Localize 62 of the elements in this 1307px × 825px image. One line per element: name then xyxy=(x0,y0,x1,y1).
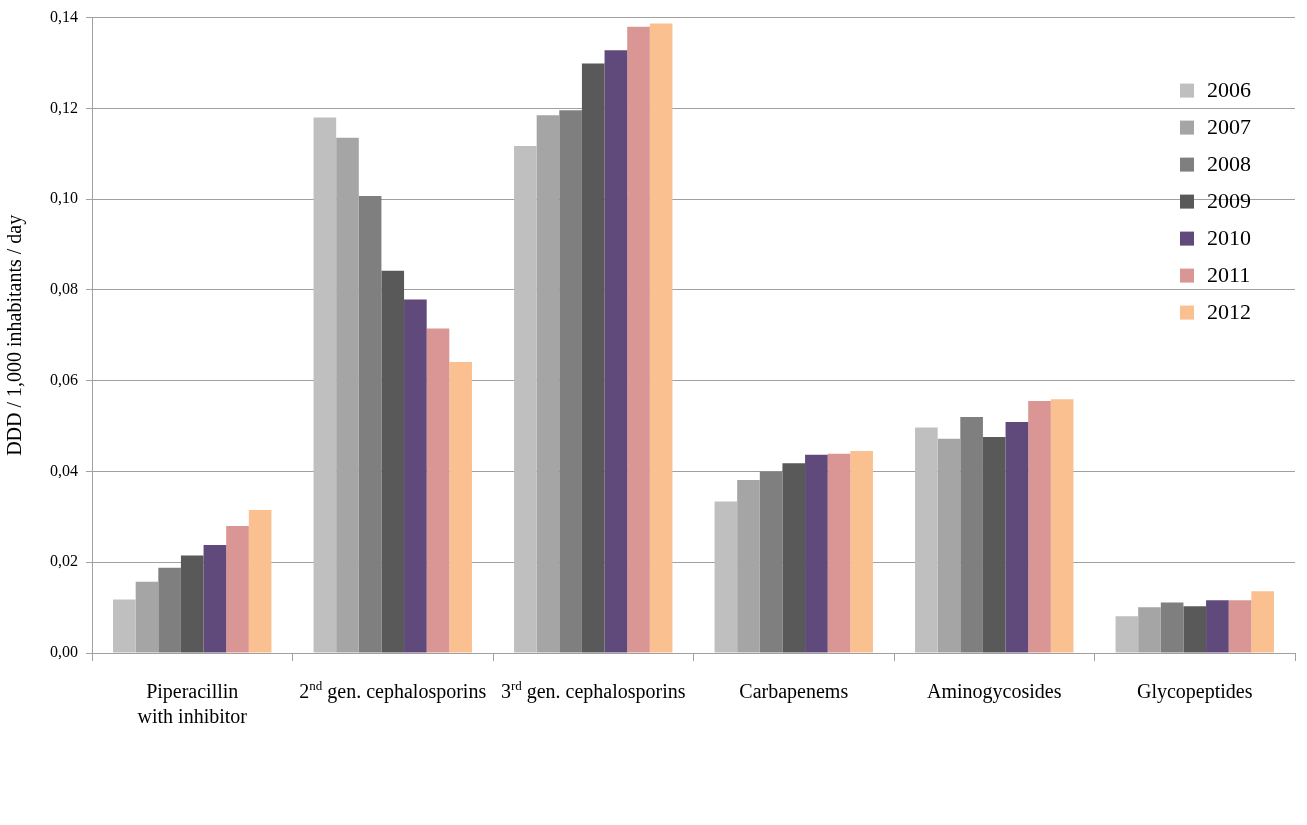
bar xyxy=(135,581,159,653)
bar xyxy=(1028,401,1051,653)
bar xyxy=(158,567,181,653)
bar xyxy=(915,427,938,653)
legend-label: 2011 xyxy=(1207,262,1251,288)
bar xyxy=(782,463,806,653)
legend-label: 2010 xyxy=(1207,225,1251,251)
x-tick-label: Aminogycosides xyxy=(927,680,1062,703)
bar xyxy=(358,195,382,653)
bar xyxy=(604,50,628,653)
bar xyxy=(514,146,537,653)
x-tick-label: Carbapenems xyxy=(739,680,849,703)
legend-label: 2012 xyxy=(1207,299,1251,325)
y-tick-label: 0,00 xyxy=(50,643,78,661)
bar xyxy=(982,436,1006,653)
bar xyxy=(581,63,605,653)
y-tick-label: 0,04 xyxy=(50,461,78,479)
bar xyxy=(426,328,450,653)
bar xyxy=(805,454,828,653)
bar xyxy=(1138,607,1161,653)
bar xyxy=(1183,606,1207,653)
bar xyxy=(1251,591,1274,653)
bar xyxy=(759,471,783,653)
bar xyxy=(226,525,249,653)
bar xyxy=(1206,600,1229,653)
bar xyxy=(960,416,983,653)
bar xyxy=(1228,600,1252,653)
bar xyxy=(336,137,359,653)
bar xyxy=(180,555,204,653)
x-tick-label: Piperacillin with inhibitor xyxy=(137,680,248,727)
bar xyxy=(1115,616,1139,653)
y-tick-label: 0,10 xyxy=(50,189,78,207)
bar xyxy=(536,115,560,653)
bar xyxy=(203,544,227,653)
bar xyxy=(113,599,136,653)
bar xyxy=(381,270,405,653)
legend-label: 2008 xyxy=(1207,151,1251,177)
bar xyxy=(1050,399,1074,653)
bar xyxy=(627,26,650,653)
y-tick-label: 0,12 xyxy=(50,98,78,116)
bar xyxy=(559,110,582,653)
bar xyxy=(449,362,472,653)
bar xyxy=(850,451,873,653)
bar xyxy=(714,501,738,653)
x-tick-label: Glycopeptides xyxy=(1136,680,1253,703)
bar xyxy=(737,480,760,653)
bar xyxy=(1160,602,1184,653)
bar xyxy=(248,510,272,653)
bar xyxy=(937,438,961,653)
bar xyxy=(404,299,427,653)
bar xyxy=(649,23,673,653)
bar xyxy=(313,117,337,653)
y-tick-label: 0,02 xyxy=(50,552,78,570)
bar xyxy=(827,453,851,653)
y-tick-label: 0,14 xyxy=(50,7,78,25)
legend-label: 2007 xyxy=(1207,114,1251,140)
legend-label: 2009 xyxy=(1207,188,1251,214)
y-axis-title: DDD / 1,000 inhabitants / day xyxy=(3,214,27,456)
y-tick-label: 0,06 xyxy=(50,370,78,388)
y-tick-label: 0,08 xyxy=(50,280,78,298)
bar xyxy=(1005,421,1029,653)
legend-label: 2006 xyxy=(1207,77,1251,103)
